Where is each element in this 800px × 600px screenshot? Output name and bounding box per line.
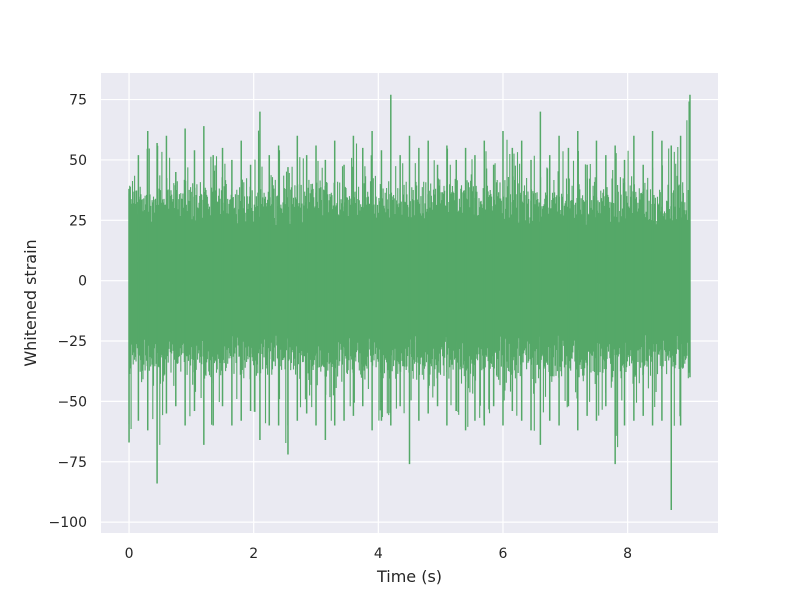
x-tick-label: 0 bbox=[125, 546, 134, 562]
y-tick-label: 75 bbox=[69, 93, 87, 109]
y-tick-label: −100 bbox=[49, 515, 87, 531]
x-axis-ticks: 0 2 4 6 8 bbox=[125, 546, 633, 562]
y-tick-label: 50 bbox=[69, 153, 87, 169]
y-tick-label: 0 bbox=[78, 274, 87, 290]
y-axis-label: Whitened strain bbox=[21, 239, 40, 366]
y-tick-label: −50 bbox=[57, 394, 87, 410]
series-line bbox=[128, 94, 691, 511]
y-tick-label: −75 bbox=[57, 455, 87, 471]
x-tick-label: 4 bbox=[374, 546, 383, 562]
y-tick-label: 25 bbox=[69, 213, 87, 229]
y-axis-ticks: −100 −75 −50 −25 0 25 50 75 bbox=[49, 93, 87, 532]
y-tick-label: −25 bbox=[57, 334, 87, 350]
x-tick-label: 6 bbox=[499, 546, 508, 562]
x-tick-label: 2 bbox=[249, 546, 258, 562]
x-axis-label: Time (s) bbox=[376, 567, 442, 586]
series-layer bbox=[128, 94, 691, 511]
x-tick-label: 8 bbox=[623, 546, 632, 562]
